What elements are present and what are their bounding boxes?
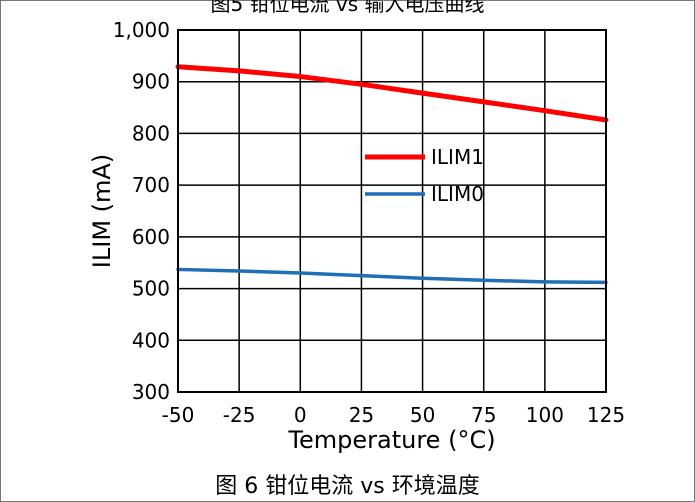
- series-line-ilim1: [175, 64, 609, 123]
- y-tick-label: 400: [132, 328, 170, 352]
- y-tick-label: 900: [132, 70, 170, 94]
- series-layer: [175, 64, 609, 285]
- series-line-ilim0: [176, 267, 608, 285]
- y-tick-label: 500: [132, 277, 170, 301]
- legend-label-ilim1: ILIM1: [431, 145, 484, 169]
- y-tick-label: 600: [132, 225, 170, 249]
- x-axis-label: Temperature (°C): [287, 426, 495, 454]
- legend: ILIM1 ILIM0: [365, 145, 484, 206]
- x-tick-label: -50: [162, 403, 195, 427]
- y-tick-label: 700: [132, 173, 170, 197]
- y-tick-label: 800: [132, 121, 170, 145]
- y-tick-label: 300: [132, 380, 170, 404]
- x-tick-label: 100: [526, 403, 564, 427]
- grid: [177, 29, 607, 393]
- ticks: -50 -25 0 25 50 75 100 125 300 400 500 600 700 800 900…: [113, 18, 625, 427]
- x-tick-label: -25: [223, 403, 256, 427]
- chart: -50 -25 0 25 50 75 100 125 300 400 500 600 700 800 900…: [88, 18, 625, 454]
- y-tick-label: 1,000: [113, 18, 170, 42]
- y-axis-label: ILIM (mA): [88, 154, 116, 268]
- x-tick-label: 125: [587, 403, 625, 427]
- x-tick-label: 25: [349, 403, 374, 427]
- x-tick-label: 75: [471, 403, 496, 427]
- figure-caption: 图 6 钳位电流 vs 环境温度: [215, 474, 480, 499]
- plot-border: [177, 29, 607, 393]
- legend-label-ilim0: ILIM0: [431, 182, 484, 206]
- x-tick-label: 0: [294, 403, 307, 427]
- x-tick-label: 50: [410, 403, 435, 427]
- top-caption: 图5 钳位电流 vs 输入电压曲线: [210, 0, 485, 16]
